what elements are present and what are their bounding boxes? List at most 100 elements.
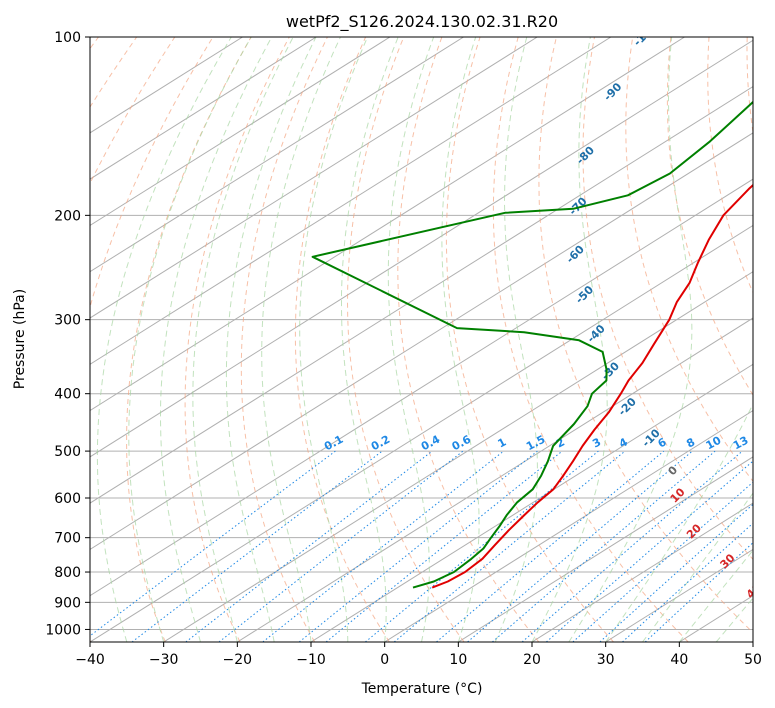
- dry-adiabat-label: -20: [616, 395, 639, 418]
- isotherm-line: [90, 37, 243, 134]
- isotherm-line: [458, 456, 753, 642]
- isotherm-line: [531, 502, 753, 642]
- x-tick-label: −40: [75, 652, 105, 668]
- dry-adiabat: [0, 37, 60, 642]
- dry-adiabat: [240, 37, 328, 642]
- dry-adiabat-label: -40: [585, 322, 608, 345]
- mixing-ratio-label: 8: [684, 435, 697, 450]
- dry-adiabat: [582, 37, 753, 561]
- y-tick-label: 1000: [45, 622, 81, 638]
- y-tick-label: 900: [54, 595, 81, 611]
- mixing-ratio-line: [325, 450, 563, 642]
- y-axis: 1000 900 800 700 600 500 400 300 200 100: [45, 30, 90, 638]
- moist-adiabat: [642, 492, 753, 642]
- dry-adiabat: [625, 37, 753, 483]
- isotherm-line: [90, 39, 753, 458]
- mixing-ratio-label: 16: [753, 434, 773, 453]
- mixing-ratio-label: 0.4: [419, 433, 443, 454]
- dry-adiabat: [538, 37, 753, 634]
- dry-adiabat: [90, 37, 214, 642]
- dry-adiabat-label: 0: [666, 463, 681, 478]
- moist-adiabat: [160, 37, 273, 642]
- moist-adiabat-label: 30: [718, 551, 738, 571]
- isotherm-line: [90, 37, 538, 319]
- mixing-ratio-line: [262, 450, 504, 642]
- moist-adiabat: [494, 37, 538, 642]
- moist-adiabat: [192, 37, 294, 642]
- moist-adiabat: [128, 37, 252, 642]
- y-tick-label: 800: [54, 565, 81, 581]
- dry-adiabat-label: -60: [564, 242, 587, 265]
- dry-adiabat: [666, 37, 753, 396]
- mixing-ratio-line: [218, 450, 464, 642]
- x-axis-label: Temperature (°C): [361, 681, 483, 697]
- isotherm-line: [605, 548, 753, 642]
- moist-adiabat: [96, 37, 232, 642]
- dry-adiabat: [126, 37, 252, 642]
- isotherm-line: [752, 641, 753, 642]
- y-tick-label: 700: [54, 531, 81, 547]
- moist-adiabat: [441, 37, 480, 642]
- mixing-ratio-label: 0.2: [369, 433, 392, 454]
- dry-adiabat-label: -80: [574, 144, 597, 167]
- profiles: [311, 100, 753, 589]
- mixing-ratio-line: [545, 460, 753, 642]
- mixing-ratio-line: [644, 542, 753, 642]
- isotherm-line: [90, 224, 753, 642]
- isotherm-line: [90, 37, 391, 227]
- temperature-profile-line: [431, 183, 753, 589]
- x-tick-label: −20: [223, 652, 253, 668]
- dry-adiabat: [445, 37, 614, 642]
- moist-adiabat: [225, 37, 317, 642]
- thermo-lines: [0, 37, 753, 642]
- mixing-ratio-line: [572, 481, 753, 642]
- mixing-ratio-label: 10: [704, 434, 724, 453]
- dry-adiabat: [294, 37, 390, 642]
- mixing-ratio-label: 1: [496, 435, 509, 450]
- y-tick-label: 600: [54, 491, 81, 507]
- mixing-ratio-line: [521, 450, 743, 642]
- isotherm-line: [90, 37, 317, 180]
- dry-adiabat-label: -30: [599, 359, 622, 382]
- y-tick-label: 400: [54, 387, 81, 403]
- mixing-ratio-line: [467, 450, 693, 642]
- mixing-ratio-label: 3: [590, 435, 603, 450]
- isotherm-line: [90, 85, 753, 504]
- x-axis: −40 −30 −20 −10 0 10 20 30 40 50: [75, 642, 762, 668]
- dewpoint-profile-line: [311, 100, 753, 589]
- moist-adiabat: [261, 37, 341, 642]
- moist-adiabat-label: 20: [684, 521, 704, 541]
- dry-adiabat-label: -90: [601, 80, 624, 103]
- isotherm-line: [163, 271, 753, 642]
- x-tick-label: −10: [296, 652, 326, 668]
- moist-adiabat-label: 40: [744, 581, 764, 601]
- mixing-ratio-line: [131, 450, 383, 642]
- mixing-ratio-line: [393, 450, 626, 642]
- isotherm-line: [90, 37, 464, 273]
- mixing-ratio-label: 13: [731, 434, 751, 453]
- x-tick-label: 40: [670, 652, 688, 668]
- isotherm-line: [90, 37, 685, 412]
- y-tick-label: 300: [54, 313, 81, 329]
- moist-adiabat: [341, 37, 399, 642]
- dry-adiabat: [346, 37, 465, 642]
- mixing-ratio-line: [298, 450, 538, 642]
- x-tick-label: 10: [449, 652, 467, 668]
- y-tick-label: 100: [54, 30, 81, 46]
- moist-adiabat: [531, 37, 608, 642]
- moist-adiabat: [299, 37, 369, 642]
- y-axis-label: Pressure (hPa): [12, 289, 28, 389]
- isotherm-line: [237, 317, 753, 642]
- isotherm-line: [90, 37, 612, 365]
- dry-adiabat-label: -100: [631, 20, 660, 49]
- moist-adiabat: [605, 402, 753, 642]
- isotherm-line: [310, 363, 753, 642]
- gridlines: [90, 37, 753, 642]
- isotherm-line: [90, 178, 753, 597]
- mixing-ratio-line: [599, 503, 753, 642]
- dry-adiabat: [746, 37, 753, 136]
- mixing-ratio-label: 0.1: [322, 433, 345, 454]
- dry-adiabat: [397, 37, 540, 642]
- x-tick-label: −30: [149, 652, 179, 668]
